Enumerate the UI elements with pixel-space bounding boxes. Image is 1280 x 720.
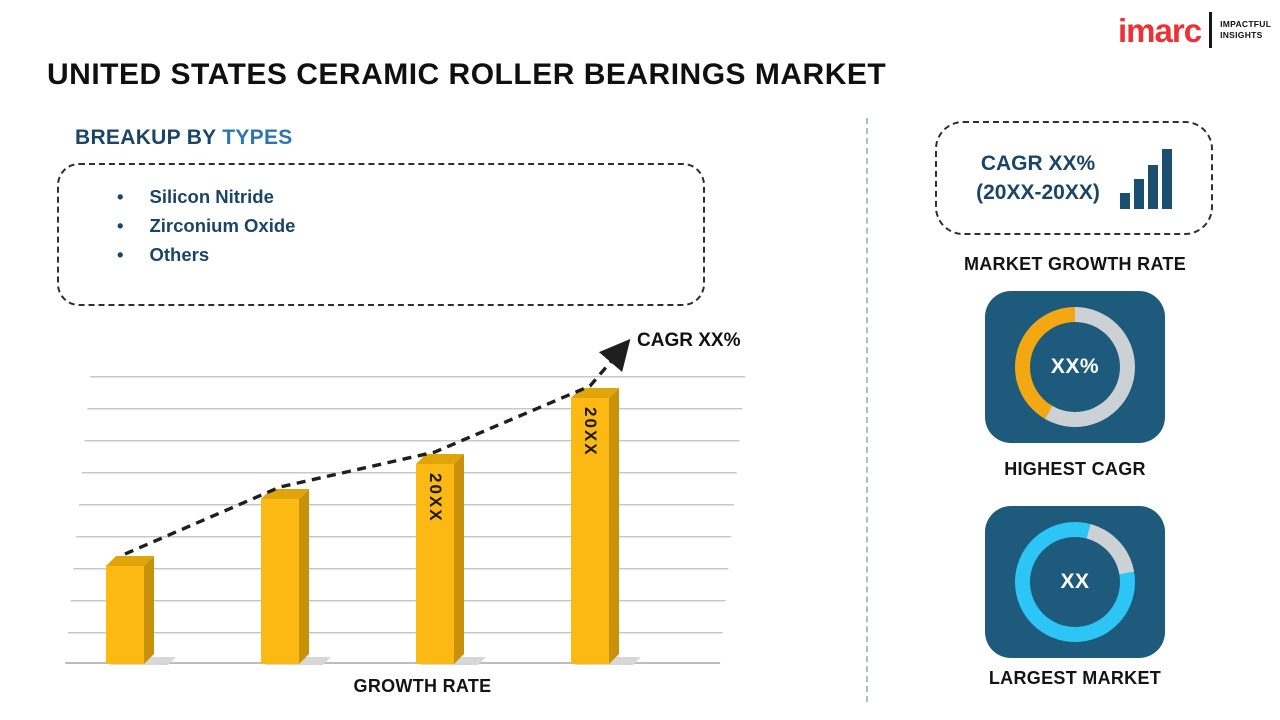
- chart-bar: [106, 566, 144, 664]
- types-list: Silicon Nitride Zirconium Oxide Others: [117, 186, 703, 266]
- chart-bar: [261, 499, 299, 664]
- highest-cagr-donut-chart: XX%: [1015, 307, 1135, 427]
- type-item-label: Zirconium Oxide: [149, 215, 296, 236]
- cagr-box-line2: (20XX-20XX): [976, 181, 1100, 204]
- market-growth-rate-box: CAGR XX% (20XX-20XX): [935, 121, 1213, 235]
- growth-bar-chart: 20XX 20XX CAGR XX%: [65, 330, 746, 665]
- largest-market-card: XX: [985, 506, 1165, 658]
- type-item-label: Others: [149, 244, 210, 265]
- largest-market-value: XX: [1060, 570, 1090, 593]
- chart-bar: 20XX: [571, 398, 609, 664]
- logo-tagline-line2: INSIGHTS: [1220, 30, 1263, 40]
- chart-bar: 20XX: [416, 464, 454, 664]
- logo-divider: [1209, 12, 1213, 48]
- imarc-logo-wordmark: imarc: [1118, 11, 1202, 49]
- imarc-logo: imarc IMPACTFUL INSIGHTS: [1118, 12, 1271, 48]
- types-box: Silicon Nitride Zirconium Oxide Others: [57, 163, 705, 306]
- section-divider: [866, 118, 868, 702]
- bar-year-label: 20XX: [581, 407, 600, 457]
- largest-market-donut-chart: XX: [1015, 522, 1135, 642]
- type-item-others: Others: [117, 244, 703, 266]
- highest-cagr-card: XX%: [985, 291, 1165, 443]
- highest-cagr-caption: HIGHEST CAGR: [1004, 459, 1146, 479]
- bar-chart-icon: [1119, 147, 1172, 209]
- type-item-zirconium-oxide: Zirconium Oxide: [117, 215, 703, 237]
- cagr-box-text: CAGR XX% (20XX-20XX): [976, 149, 1100, 208]
- cagr-box-line1: CAGR XX%: [980, 151, 1096, 175]
- logo-tagline-line1: IMPACTFUL: [1220, 18, 1272, 29]
- chart-plot-area: 20XX 20XX: [65, 376, 720, 665]
- logo-tagline: IMPACTFUL INSIGHTS: [1220, 19, 1271, 42]
- breakup-heading-prefix: BREAKUP BY: [75, 126, 217, 149]
- largest-market-caption: LARGEST MARKET: [988, 668, 1162, 688]
- breakup-heading: BREAKUP BY TYPES: [75, 126, 293, 150]
- bar-year-label: 20XX: [426, 473, 445, 523]
- type-item-silicon-nitride: Silicon Nitride: [117, 186, 703, 208]
- cagr-trend-label: CAGR XX%: [637, 330, 741, 351]
- type-item-label: Silicon Nitride: [149, 186, 274, 207]
- page-title: UNITED STATES CERAMIC ROLLER BEARINGS MA…: [47, 58, 887, 91]
- highest-cagr-value: XX%: [1050, 355, 1100, 378]
- chart-x-axis-label: GROWTH RATE: [353, 676, 492, 696]
- market-growth-rate-caption: MARKET GROWTH RATE: [963, 254, 1187, 274]
- breakup-heading-highlight: TYPES: [222, 126, 293, 149]
